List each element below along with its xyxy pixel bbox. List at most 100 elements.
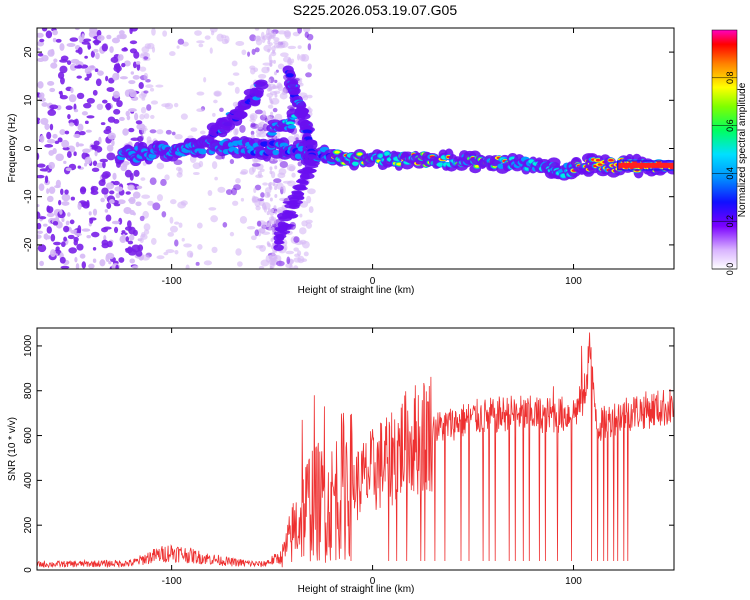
noise-speckle xyxy=(67,212,71,217)
noise-speckle xyxy=(149,129,157,134)
noise-speckle xyxy=(138,81,144,90)
spectrogram-heat xyxy=(37,28,674,269)
noise-speckle xyxy=(196,40,205,44)
noise-speckle xyxy=(199,130,206,135)
noise-speckle xyxy=(249,113,258,121)
noise-speckle xyxy=(46,226,52,234)
noise-speckle xyxy=(165,129,172,135)
noise-speckle xyxy=(81,261,87,269)
noise-speckle xyxy=(39,92,45,99)
noise-speckle xyxy=(49,249,57,258)
noise-speckle xyxy=(285,250,295,255)
noise-speckle xyxy=(268,78,272,83)
spectral-ridge-halo xyxy=(299,172,310,180)
noise-speckle xyxy=(271,215,275,220)
noise-speckle xyxy=(247,51,251,57)
spectral-ridge-core xyxy=(608,158,614,162)
noise-speckle xyxy=(251,197,261,203)
noise-speckle xyxy=(234,86,240,94)
noise-speckle xyxy=(104,209,109,213)
colorbar-ticks: 0.0 0.2 0.4 0.6 0.8 xyxy=(712,72,737,275)
noise-speckle xyxy=(254,184,262,191)
noise-speckle xyxy=(123,60,131,67)
noise-speckle xyxy=(127,220,132,229)
noise-speckle xyxy=(269,166,273,171)
noise-speckle xyxy=(46,138,56,144)
noise-speckle xyxy=(139,135,144,141)
noise-speckle xyxy=(271,226,275,231)
noise-speckle xyxy=(86,199,90,208)
noise-speckle xyxy=(100,197,105,203)
noise-speckle xyxy=(141,231,146,238)
noise-speckle xyxy=(143,229,150,235)
noise-speckle xyxy=(143,113,150,119)
noise-speckle xyxy=(277,63,285,70)
snr-x-tick-label: 0 xyxy=(370,576,376,587)
noise-speckle xyxy=(66,42,76,47)
noise-speckle xyxy=(115,264,119,269)
noise-speckle xyxy=(237,261,243,267)
noise-speckle xyxy=(81,111,88,116)
spectral-ridge-core xyxy=(384,151,390,156)
noise-speckle xyxy=(106,144,114,152)
noise-speckle xyxy=(272,181,276,186)
noise-speckle xyxy=(95,52,100,60)
noise-speckle xyxy=(235,248,242,256)
noise-speckle xyxy=(272,59,276,64)
noise-speckle xyxy=(239,124,246,133)
noise-speckle xyxy=(47,81,55,86)
noise-speckle xyxy=(269,62,273,67)
noise-speckle xyxy=(86,235,92,239)
noise-speckle xyxy=(65,220,70,226)
colorbar-tick-label: 0.6 xyxy=(725,119,735,132)
spectral-ridge-core xyxy=(198,148,208,155)
noise-speckle xyxy=(169,51,176,57)
noise-speckle xyxy=(109,199,115,204)
noise-speckle xyxy=(64,189,69,195)
noise-speckle xyxy=(269,185,273,190)
spectral-ridge-peak xyxy=(617,162,674,168)
spectral-ridge-halo xyxy=(303,159,313,165)
snr-x-label: Height of straight line (km) xyxy=(298,584,415,595)
noise-speckle xyxy=(232,101,240,108)
noise-speckle xyxy=(204,35,211,40)
noise-speckle xyxy=(75,263,80,269)
noise-speckle xyxy=(67,113,71,120)
noise-speckle xyxy=(46,212,55,218)
noise-speckle xyxy=(118,116,125,122)
noise-speckle xyxy=(265,29,270,36)
noise-speckle xyxy=(208,207,217,211)
noise-speckle xyxy=(125,236,130,242)
noise-speckle xyxy=(149,87,155,92)
noise-speckle xyxy=(111,37,120,44)
noise-speckle xyxy=(255,174,264,179)
noise-speckle xyxy=(109,46,114,53)
noise-speckle xyxy=(227,81,235,86)
noise-speckle xyxy=(63,160,67,165)
noise-speckle xyxy=(256,133,261,138)
noise-speckle xyxy=(61,139,70,148)
spectral-ridge-core xyxy=(288,125,295,129)
noise-speckle xyxy=(121,233,126,242)
noise-speckle xyxy=(266,66,270,71)
noise-speckle xyxy=(197,244,203,250)
noise-speckle xyxy=(274,93,278,98)
snr-y-axis: 0 200 400 600 800 1000 xyxy=(23,334,674,573)
noise-speckle xyxy=(39,38,45,43)
noise-speckle xyxy=(155,84,164,88)
noise-speckle xyxy=(273,71,277,76)
noise-speckle xyxy=(196,108,205,113)
noise-speckle xyxy=(135,250,143,257)
noise-speckle xyxy=(254,229,259,237)
noise-speckle xyxy=(134,112,139,121)
noise-speckle xyxy=(107,132,116,140)
noise-speckle xyxy=(276,131,281,138)
noise-speckle xyxy=(89,28,98,34)
noise-speckle xyxy=(256,123,263,130)
noise-speckle xyxy=(163,251,169,256)
noise-speckle xyxy=(52,37,57,43)
spectral-ridge-halo xyxy=(284,203,298,209)
noise-speckle xyxy=(46,188,50,195)
noise-speckle xyxy=(102,171,111,178)
noise-speckle xyxy=(269,99,273,104)
